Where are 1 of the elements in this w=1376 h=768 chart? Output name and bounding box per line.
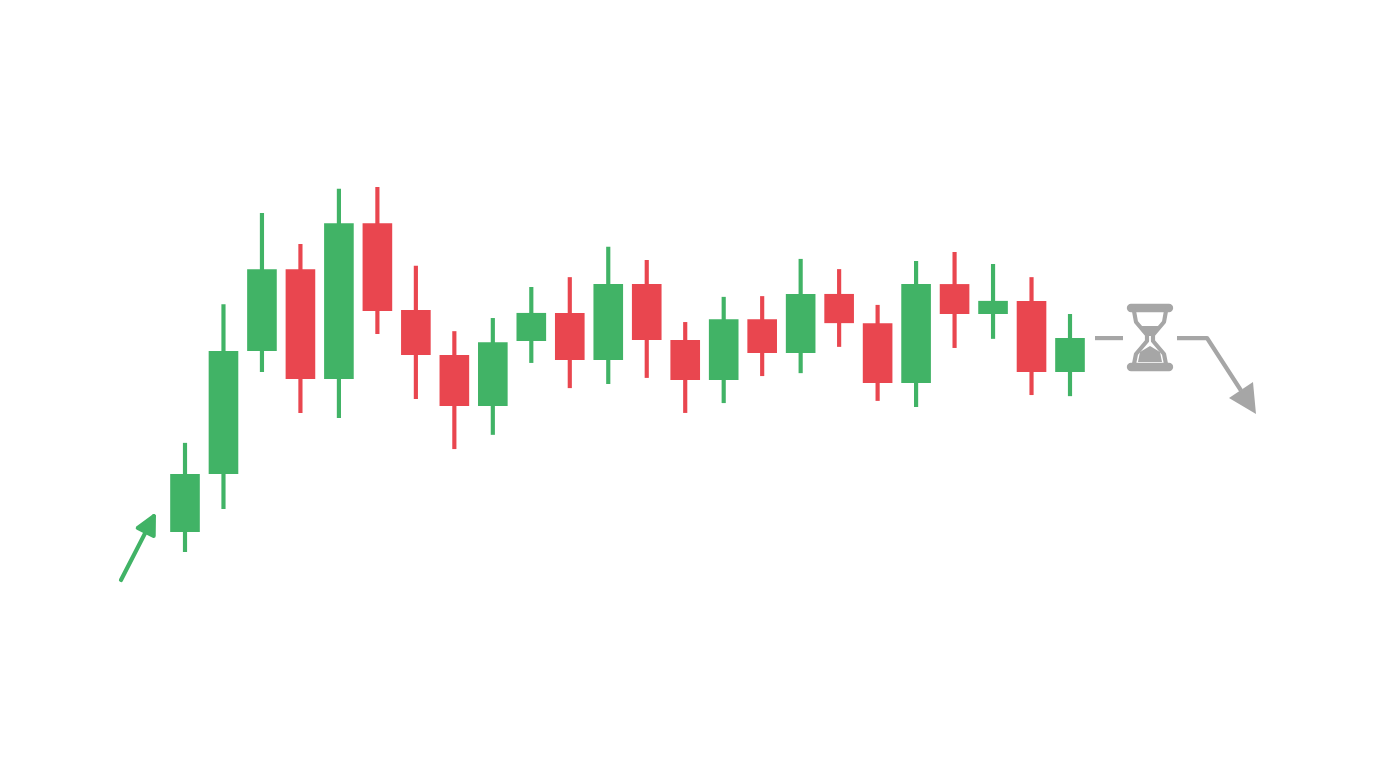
candlestick — [978, 264, 1008, 339]
